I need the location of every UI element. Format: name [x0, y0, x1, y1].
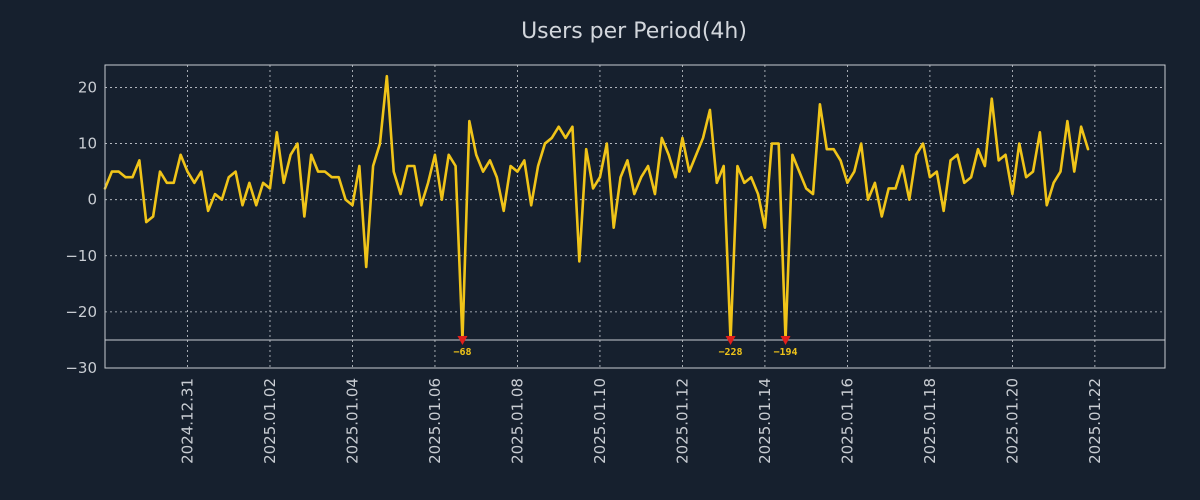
x-tick-label: 2025.01.18	[921, 378, 939, 464]
y-tick-label: 20	[78, 78, 97, 96]
clipped-value-label: −194	[773, 347, 797, 358]
y-tick-label: −20	[65, 303, 97, 321]
x-tick-label: 2024.12.31	[178, 378, 196, 464]
x-tick-label: 2025.01.04	[343, 378, 361, 464]
clipped-value-label: −228	[719, 347, 743, 358]
clipped-value-label: −68	[453, 347, 471, 358]
annotation-layer: −68 −228 −194	[453, 335, 798, 358]
y-tick-label: 10	[78, 135, 97, 153]
x-tick-label: 2025.01.20	[1003, 378, 1021, 464]
y-tick-label: −30	[65, 359, 97, 377]
clipped-value-marker	[725, 335, 736, 345]
x-tick-label: 2025.01.14	[756, 378, 774, 464]
plot-frame	[104, 64, 1166, 369]
axis-layer: 20 10 0 −10 −20 −30 2024.12.31 2025.01.02 2025.0…	[65, 78, 1165, 464]
x-tick-label: 2025.01.06	[426, 378, 444, 464]
x-tick-label: 2025.01.10	[591, 378, 609, 464]
x-tick-label: 2025.01.12	[673, 378, 691, 464]
y-tick-label: 0	[87, 191, 97, 209]
chart-title: Users per Period(4h)	[521, 19, 747, 44]
x-tick-label: 2025.01.16	[838, 378, 856, 464]
grid-layer	[105, 65, 1165, 369]
y-tick-label: −10	[65, 247, 97, 265]
x-tick-label: 2025.01.22	[1086, 378, 1104, 464]
series-line-users	[103, 74, 1090, 342]
x-tick-label: 2025.01.02	[261, 378, 279, 464]
clipped-value-marker	[457, 335, 468, 345]
x-tick-label: 2025.01.08	[508, 378, 526, 464]
series-layer	[103, 74, 1090, 342]
clipped-value-marker	[780, 335, 791, 345]
